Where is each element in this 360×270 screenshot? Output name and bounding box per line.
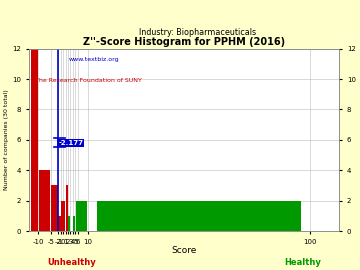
Text: Healthy: Healthy	[284, 258, 321, 267]
Bar	[78, 201, 87, 231]
Title: Z''-Score Histogram for PPHM (2016): Z''-Score Histogram for PPHM (2016)	[83, 36, 285, 46]
X-axis label: Score: Score	[171, 246, 197, 255]
Bar	[61, 201, 63, 231]
Bar	[51, 185, 58, 231]
Text: -2.177: -2.177	[58, 140, 83, 146]
Text: Unhealthy: Unhealthy	[48, 258, 96, 267]
Bar	[68, 216, 71, 231]
Text: Industry: Biopharmaceuticals: Industry: Biopharmaceuticals	[139, 28, 257, 37]
Y-axis label: Number of companies (30 total): Number of companies (30 total)	[4, 89, 9, 190]
Bar	[73, 216, 75, 231]
Bar	[31, 49, 38, 231]
Bar	[66, 185, 68, 231]
Bar	[58, 216, 60, 231]
Bar	[76, 201, 78, 231]
Text: The Research Foundation of SUNY: The Research Foundation of SUNY	[35, 78, 142, 83]
Bar	[39, 170, 50, 231]
Bar	[63, 201, 66, 231]
Bar	[96, 201, 301, 231]
Text: www.textbiz.org: www.textbiz.org	[69, 57, 120, 62]
